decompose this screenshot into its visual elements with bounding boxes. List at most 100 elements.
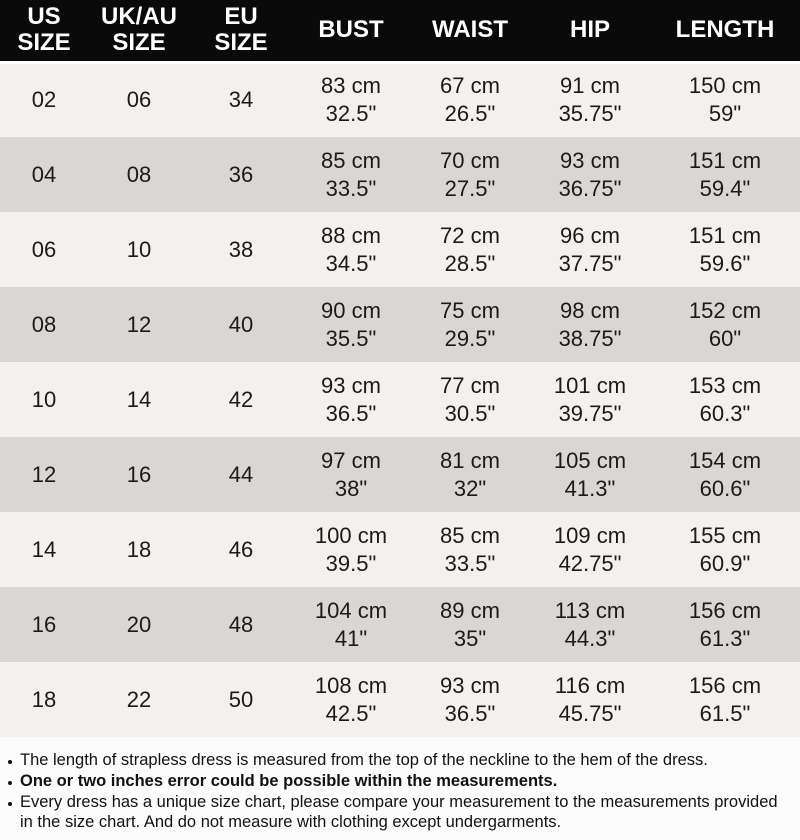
bullet-icon [8,781,12,785]
value-cm: 75 cm [440,297,500,323]
value-inch: 35.75" [558,101,622,127]
value-cm: 98 cm [560,297,620,323]
value-inch: 44.3" [564,625,616,651]
length-cell: 152 cm 60" [650,287,800,362]
value-cm: 93 cm [440,672,500,698]
hip-cell: 105 cm 41.3" [530,437,650,512]
length-cell: 156 cm 61.5" [650,662,800,737]
value-inch: 35.5" [325,325,377,351]
uk-cell: 16 [126,461,152,487]
bust-cell: 85 cm 33.5" [292,137,410,212]
value-inch: 33.5" [444,550,496,576]
us-cell: 08 [31,311,57,337]
hip-cell: 101 cm 39.75" [530,362,650,437]
value-cm: 153 cm [688,372,762,398]
us-cell: 12 [31,461,57,487]
value-inch: 33.5" [325,175,377,201]
value-inch: 38.75" [558,325,622,351]
column-header-line: SIZE [214,29,268,57]
value-cm: 93 cm [560,147,620,173]
eu-cell: 48 [228,611,254,637]
eu-cell: 40 [228,311,254,337]
waist-cell: 72 cm 28.5" [410,212,530,287]
bust-cell: 104 cm 41" [292,587,410,662]
length-cell: 156 cm 61.3" [650,587,800,662]
value-inch: 60.6" [699,475,751,501]
value-cm: 113 cm [554,597,626,623]
value-inch: 60.9" [699,550,751,576]
footnote-unique-size-chart: Every dress has a unique size chart, ple… [5,792,794,832]
column-header-hip: HIP [530,0,650,62]
value-cm: 109 cm [553,522,627,548]
value-inch: 36.75" [558,175,622,201]
column-header-line: WAIST [432,16,508,44]
value-cm: 104 cm [314,597,388,623]
bullet-icon [8,802,12,806]
table-row: 14 18 46 100 cm 39.5" 85 cm 33.5" 109 cm 42.75" 1… [0,512,800,587]
value-inch: 60" [708,325,742,351]
column-header-waist: WAIST [410,0,530,62]
bust-cell: 93 cm 36.5" [292,362,410,437]
length-cell: 151 cm 59.6" [650,212,800,287]
us-cell: 10 [31,386,57,412]
table-row: 18 22 50 108 cm 42.5" 93 cm 36.5" 116 cm 45.75" 1… [0,662,800,737]
waist-cell: 77 cm 30.5" [410,362,530,437]
uk-cell: 20 [126,611,152,637]
waist-cell: 89 cm 35" [410,587,530,662]
column-header-us: US SIZE [0,0,88,62]
us-cell: 14 [31,536,57,562]
value-inch: 41.3" [564,475,616,501]
length-cell: 150 cm 59" [650,62,800,137]
footnote-error-margin: One or two inches error could be possibl… [5,771,794,791]
value-inch: 59.4" [699,175,751,201]
value-inch: 61.3" [699,625,751,651]
bust-cell: 88 cm 34.5" [292,212,410,287]
eu-cell: 34 [228,87,254,113]
column-header-eu: EU SIZE [190,0,292,62]
value-inch: 41" [334,625,368,651]
value-cm: 150 cm [688,73,762,99]
bust-cell: 97 cm 38" [292,437,410,512]
value-cm: 96 cm [560,222,620,248]
value-inch: 45.75" [558,700,622,726]
value-cm: 83 cm [321,73,381,99]
value-cm: 93 cm [321,372,381,398]
uk-cell: 06 [126,87,152,113]
bust-cell: 108 cm 42.5" [292,662,410,737]
column-header-uk: UK/AU SIZE [88,0,190,62]
value-cm: 81 cm [440,447,500,473]
waist-cell: 67 cm 26.5" [410,62,530,137]
hip-cell: 96 cm 37.75" [530,212,650,287]
value-cm: 116 cm [554,672,626,698]
eu-cell: 50 [228,686,254,712]
value-cm: 88 cm [321,222,381,248]
us-cell: 04 [31,161,57,187]
length-cell: 154 cm 60.6" [650,437,800,512]
length-cell: 155 cm 60.9" [650,512,800,587]
header-row: US SIZE UK/AU SIZE EU SIZE BUST WAIST HIP LENGTH [0,0,800,62]
value-cm: 151 cm [688,222,762,248]
column-header-line: EU [224,3,258,31]
length-cell: 151 cm 59.4" [650,137,800,212]
value-inch: 30.5" [444,400,496,426]
value-inch: 26.5" [444,101,496,127]
bust-cell: 100 cm 39.5" [292,512,410,587]
bust-cell: 83 cm 32.5" [292,62,410,137]
column-header-line: US [27,3,61,31]
uk-cell: 18 [126,536,152,562]
value-cm: 105 cm [553,447,627,473]
waist-cell: 93 cm 36.5" [410,662,530,737]
column-header-line: UK/AU [101,3,177,31]
size-chart-body: 02 06 34 83 cm 32.5" 67 cm 26.5" 91 cm 35.75" 150… [0,62,800,737]
waist-cell: 70 cm 27.5" [410,137,530,212]
value-cm: 89 cm [440,597,500,623]
column-header-length: LENGTH [650,0,800,62]
table-row: 04 08 36 85 cm 33.5" 70 cm 27.5" 93 cm 36.75" 151… [0,137,800,212]
value-inch: 36.5" [325,400,377,426]
column-header-line: BUST [318,16,384,44]
value-inch: 39.75" [558,400,622,426]
table-row: 12 16 44 97 cm 38" 81 cm 32" 105 cm 41.3" 154 cm 6… [0,437,800,512]
hip-cell: 113 cm 44.3" [530,587,650,662]
value-cm: 90 cm [321,297,381,323]
footnote-text: Every dress has a unique size chart, ple… [20,793,778,831]
